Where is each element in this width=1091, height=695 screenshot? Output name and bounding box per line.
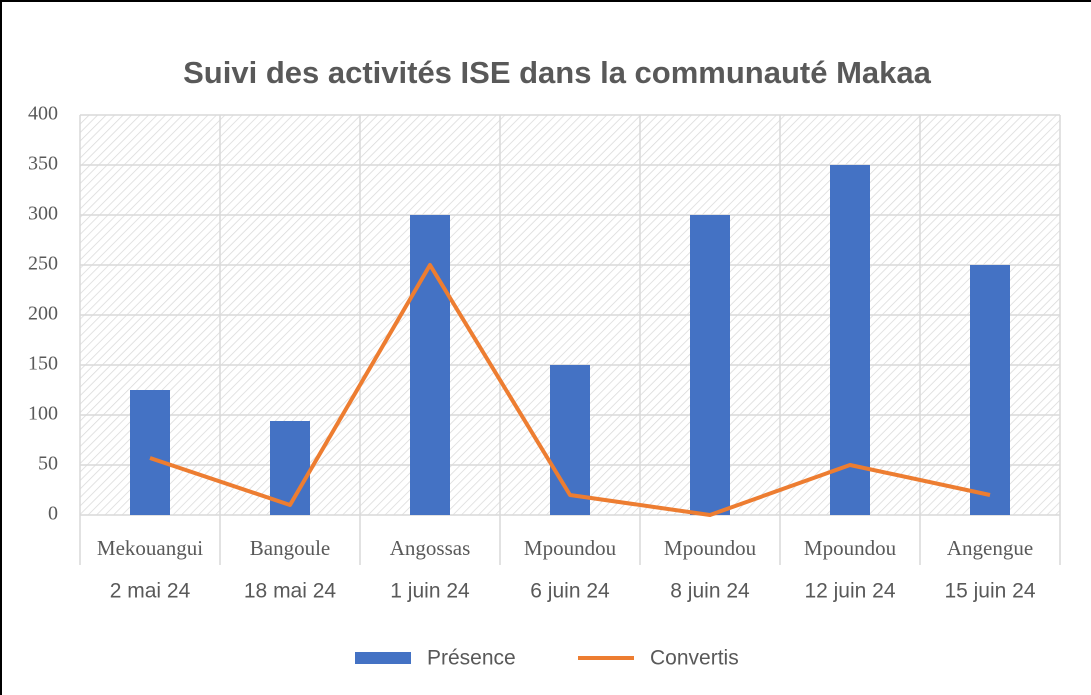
x-tick-label: 12 juin 24 xyxy=(804,580,895,603)
x-group-label: Mekouangui xyxy=(97,536,203,560)
bar xyxy=(550,365,590,515)
legend-swatch xyxy=(355,652,411,664)
x-tick-label: 15 juin 24 xyxy=(944,580,1035,603)
legend-label: Convertis xyxy=(650,647,739,670)
line xyxy=(149,263,991,517)
legend-label: Présence xyxy=(427,647,516,670)
y-tick-label: 250 xyxy=(28,253,58,275)
y-tick-label: 400 xyxy=(28,103,58,125)
x-tick-label: 18 mai 24 xyxy=(244,580,337,603)
chart-title: Suivi des activités ISE dans la communau… xyxy=(183,55,931,90)
bar xyxy=(410,215,450,515)
y-tick-label: 0 xyxy=(48,503,58,525)
x-group-label: Bangoule xyxy=(250,536,330,560)
y-tick-label: 150 xyxy=(28,353,58,375)
x-tick-label: 1 juin 24 xyxy=(390,580,470,603)
x-tick-label: 2 mai 24 xyxy=(110,580,191,603)
y-tick-label: 350 xyxy=(28,153,58,175)
bar xyxy=(690,215,730,515)
x-group-label: Mpoundou xyxy=(664,536,757,560)
bar xyxy=(970,265,1010,515)
y-tick-label: 100 xyxy=(28,403,58,425)
y-tick-label: 300 xyxy=(28,203,58,225)
x-group-label: Mpoundou xyxy=(524,536,617,560)
bar xyxy=(830,165,870,515)
x-group-label: Mpoundou xyxy=(804,536,897,560)
x-group-label: Angengue xyxy=(947,536,1033,560)
x-tick-label: 8 juin 24 xyxy=(670,580,750,603)
bar xyxy=(130,390,170,515)
y-tick-label: 50 xyxy=(38,453,58,475)
x-group-label: Angossas xyxy=(390,536,471,560)
x-tick-label: 6 juin 24 xyxy=(530,580,610,603)
y-tick-label: 200 xyxy=(28,303,58,325)
